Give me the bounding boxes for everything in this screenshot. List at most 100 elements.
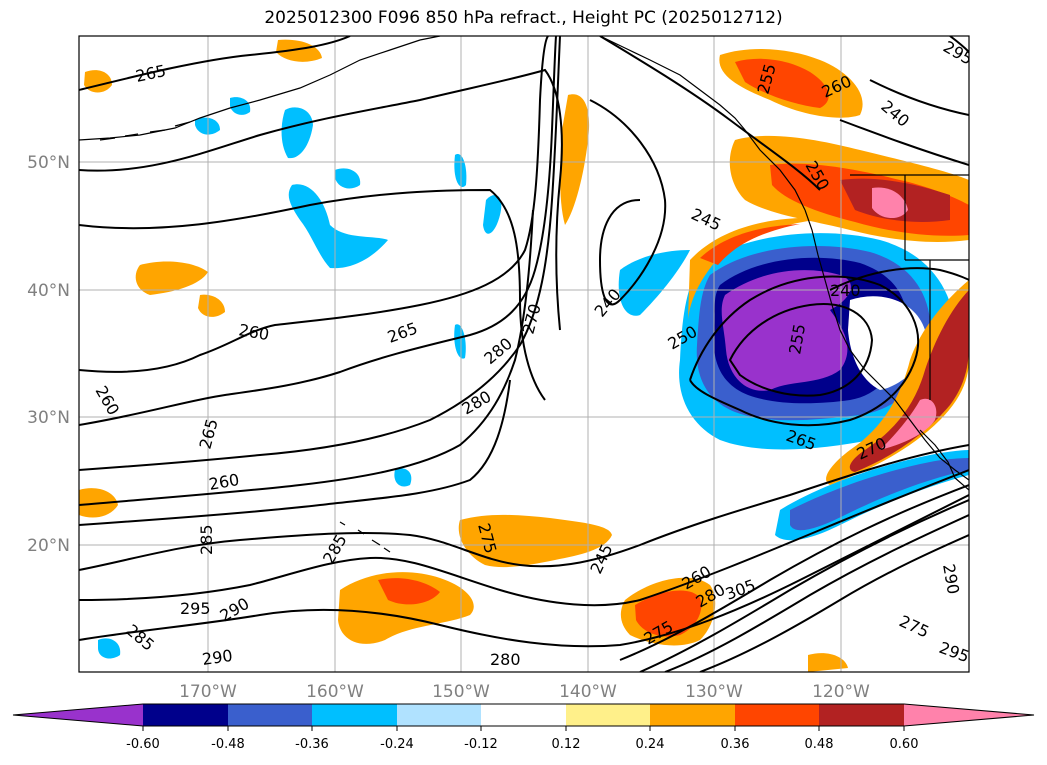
height-contour <box>79 36 549 373</box>
positive-anomaly-region <box>198 294 225 317</box>
colorbar-segment <box>566 704 650 726</box>
graticule <box>79 36 969 672</box>
aleutian-islands <box>99 121 191 141</box>
negative-anomaly-region <box>98 638 121 659</box>
negative-anomaly-region <box>848 296 926 390</box>
refractivity-anomaly-fill <box>79 39 969 672</box>
height-contour <box>619 484 969 661</box>
height-contours <box>79 36 969 672</box>
colorbar-segment <box>397 704 481 726</box>
map-frame <box>78 35 970 673</box>
negative-anomaly-region <box>335 168 361 189</box>
height-contour <box>699 534 969 672</box>
negative-anomaly-region <box>721 270 851 391</box>
contour-label: 280 <box>490 650 521 669</box>
negative-anomaly-region <box>394 468 412 487</box>
state-borders <box>850 174 969 400</box>
coastlines <box>79 36 969 553</box>
lat-label-50n: 50°N <box>27 153 70 173</box>
alaska-coastline <box>79 36 441 141</box>
height-contour <box>79 494 969 648</box>
colorbar-tick-labels: -0.60 -0.48 -0.36 -0.24 -0.12 0.12 0.24 … <box>126 737 918 752</box>
colorbar-segment <box>228 704 312 726</box>
colorbar-tick-label: 0.24 <box>636 737 665 752</box>
colorbar-segment <box>819 704 904 726</box>
map-title: 2025012300 F096 850 hPa refract., Height… <box>264 8 783 28</box>
positive-anomaly-region <box>135 261 208 295</box>
lat-label-20n: 20°N <box>27 536 70 556</box>
lon-label-150w: 150°W <box>432 682 490 702</box>
negative-anomaly-region <box>790 458 969 531</box>
lon-label-120w: 120°W <box>812 682 870 702</box>
height-contour <box>829 267 969 291</box>
height-contour <box>689 275 920 427</box>
southeast-alaska-coastline <box>599 36 806 211</box>
positive-anomaly-region <box>378 578 440 605</box>
positive-anomaly-region <box>635 590 702 637</box>
height-contour <box>839 119 969 166</box>
negative-anomaly-region <box>281 107 313 159</box>
height-contour <box>79 68 563 331</box>
colorbar-tick-label: 0.12 <box>552 737 581 752</box>
colorbar-segment <box>904 704 1034 726</box>
map-plot-area: 265 260 265 260 265 260 285 295 290 285 … <box>79 36 969 672</box>
height-contour <box>869 79 969 116</box>
positive-anomaly-region <box>560 94 590 225</box>
colorbar-tick-label: 0.48 <box>805 737 834 752</box>
positive-anomaly-region <box>826 280 969 485</box>
longitude-labels: 170°W 160°W 150°W 140°W 130°W 120°W <box>179 682 870 702</box>
contour-label: 285 <box>197 524 216 555</box>
colorbar-tick-label: -0.60 <box>126 737 160 752</box>
baja-california-coastline <box>919 429 969 491</box>
height-contour <box>664 514 969 672</box>
colorbar-segment <box>481 704 566 726</box>
positive-anomaly-region <box>808 653 848 672</box>
colorbar-segment <box>735 704 819 726</box>
height-contour <box>79 469 969 607</box>
lon-label-140w: 140°W <box>559 682 617 702</box>
height-contour <box>79 36 351 91</box>
positive-anomaly-region <box>849 290 969 472</box>
colorbar-segment <box>13 704 143 726</box>
positive-anomaly-region <box>700 224 800 265</box>
height-contour <box>589 99 667 306</box>
height-contour <box>728 303 874 397</box>
colorbar-tick-label: -0.24 <box>380 737 414 752</box>
lon-label-130w: 130°W <box>685 682 743 702</box>
positive-anomaly-region <box>276 39 322 62</box>
latitude-labels: 50°N 40°N 30°N 20°N <box>27 153 70 556</box>
contour-label: 240 <box>830 281 861 300</box>
height-contour <box>79 444 969 571</box>
height-contour <box>79 188 546 401</box>
positive-anomaly-region <box>880 398 937 450</box>
colorbar-segment <box>650 704 735 726</box>
contour-label: 295 <box>180 599 211 618</box>
contour-label: 290 <box>201 646 234 669</box>
colorbar-segment <box>312 704 397 726</box>
colorbar-segment <box>143 704 228 726</box>
negative-anomaly-region <box>454 324 466 359</box>
lon-label-170w: 170°W <box>179 682 237 702</box>
lat-label-30n: 30°N <box>27 408 70 428</box>
colorbar-tick-label: -0.12 <box>464 737 498 752</box>
height-contour <box>639 499 969 672</box>
height-contour <box>79 379 511 526</box>
colorbar-tick-label: -0.48 <box>211 737 245 752</box>
lat-label-40n: 40°N <box>27 281 70 301</box>
height-contour <box>79 36 561 471</box>
lon-label-160w: 160°W <box>306 682 364 702</box>
colorbar: -0.60 -0.48 -0.36 -0.24 -0.12 0.12 0.24 … <box>12 703 1035 752</box>
colorbar-tick-label: 0.36 <box>721 737 750 752</box>
positive-anomaly-region <box>735 58 829 108</box>
positive-anomaly-region <box>872 187 908 219</box>
colorbar-tick-label: -0.36 <box>295 737 329 752</box>
negative-anomaly-region <box>483 195 502 234</box>
negative-anomaly-region <box>618 250 690 316</box>
colorbar-tick-label: 0.60 <box>890 737 919 752</box>
colorbar-ticks <box>142 726 905 731</box>
height-contour <box>949 36 969 53</box>
height-contour <box>79 209 534 506</box>
height-contour <box>599 36 821 191</box>
negative-anomaly-region <box>230 97 251 115</box>
